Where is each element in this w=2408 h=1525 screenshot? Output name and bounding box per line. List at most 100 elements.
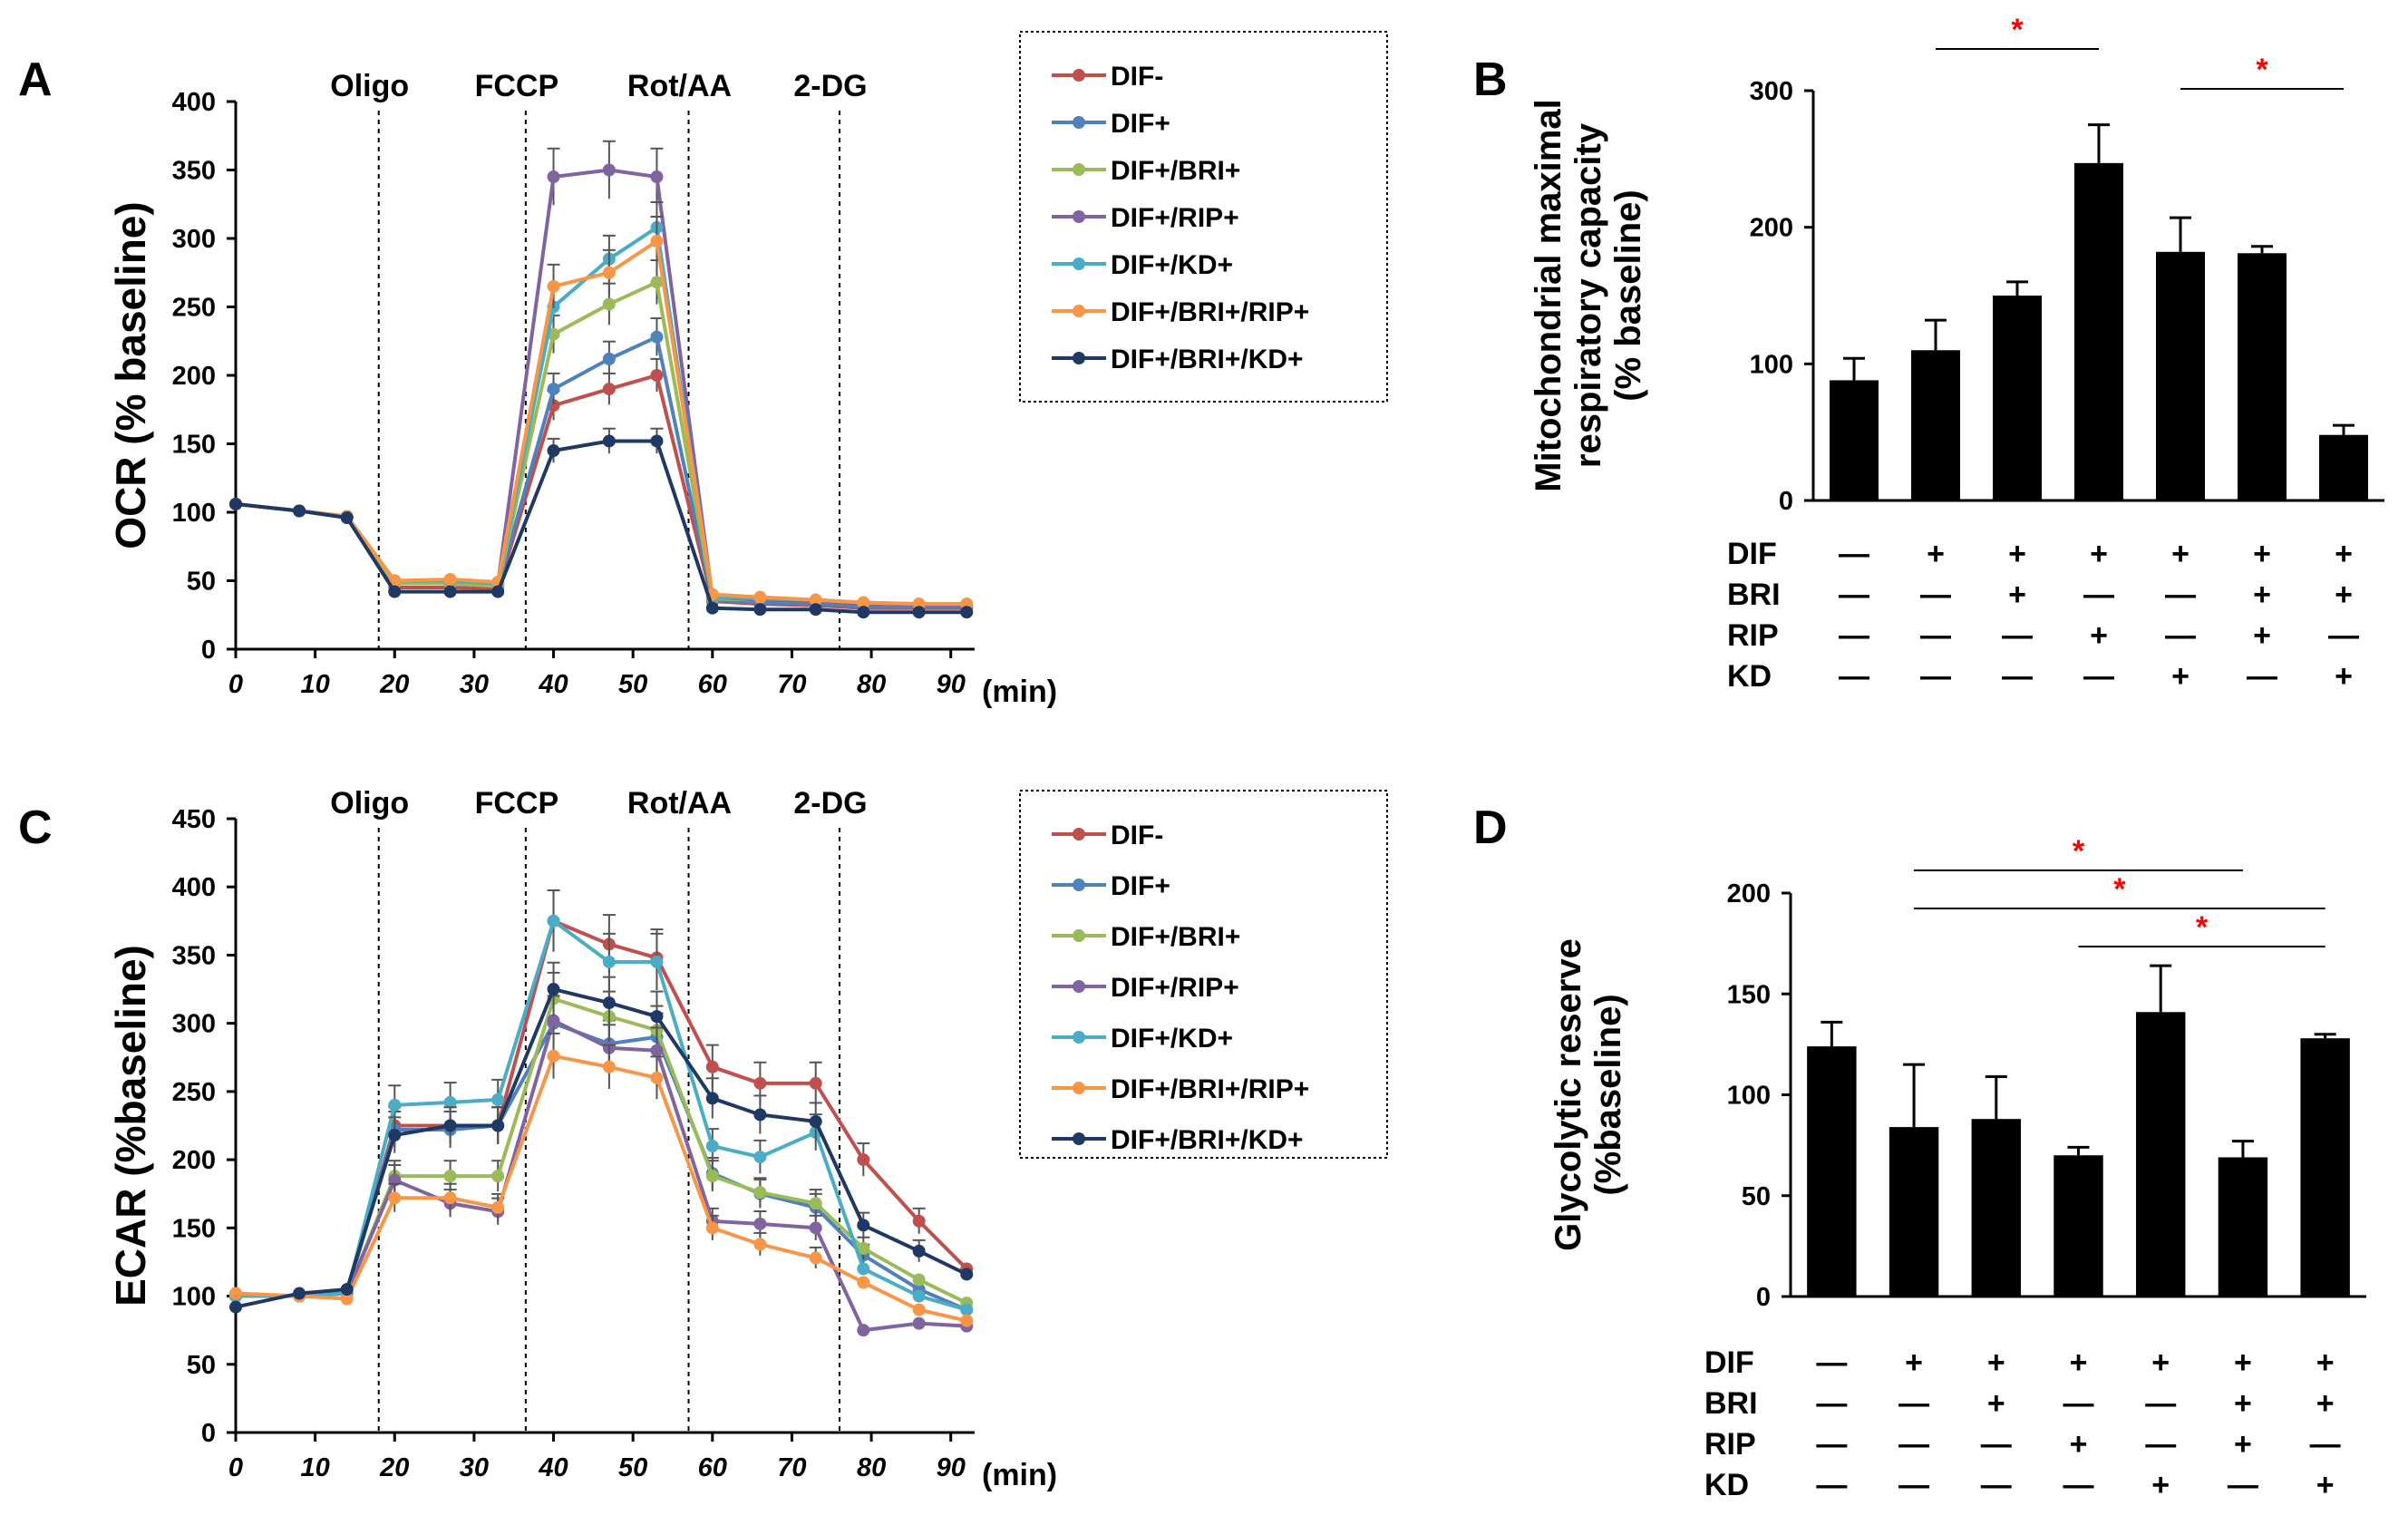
data-point xyxy=(705,1060,719,1073)
legend-marker xyxy=(1073,163,1085,176)
data-point xyxy=(650,1044,664,1057)
legend-label: DIF+/RIP+ xyxy=(1111,973,1239,1003)
data-point xyxy=(912,1244,926,1258)
panel-c-ecar-line-chart: C 0 50 100 150 200 250 300 350 400 450 0 10 20 30 40 50 6… xyxy=(18,786,1388,1492)
y-tick-label: 200 xyxy=(172,1146,216,1175)
condition-sign: + xyxy=(2070,1345,2088,1380)
panel-b-maximal-respiratory-capacity-bar-chart: B 0 100 200 300 Mitochondrial maximal respirat… xyxy=(1473,13,2384,694)
condition-sign: — xyxy=(2145,1386,2176,1421)
legend-marker xyxy=(1073,69,1085,82)
y-tick-label: 250 xyxy=(172,294,216,323)
condition-sign: — xyxy=(1816,1386,1847,1421)
data-point xyxy=(443,1191,457,1205)
series-line xyxy=(235,224,967,607)
condition-sign: + xyxy=(2234,1386,2252,1421)
data-point xyxy=(753,1186,767,1200)
data-point xyxy=(491,1200,505,1214)
data-point xyxy=(809,1221,822,1235)
injection-label: Rot/AA xyxy=(627,69,732,103)
data-point xyxy=(857,1276,870,1289)
series-2 xyxy=(229,259,974,612)
series-line xyxy=(235,373,967,610)
data-point xyxy=(602,352,616,365)
condition-sign: + xyxy=(2253,618,2271,653)
data-point xyxy=(547,983,560,996)
condition-row-label: BRI xyxy=(1727,578,1781,612)
injection-label: Rot/AA xyxy=(627,786,732,821)
data-point xyxy=(857,606,870,619)
data-point xyxy=(809,1251,822,1265)
legend-marker xyxy=(1073,257,1085,270)
data-point xyxy=(912,1303,926,1316)
data-point xyxy=(960,1268,974,1281)
x-tick-label: 20 xyxy=(379,670,409,699)
data-point xyxy=(388,1191,402,1205)
x-tick-label: 50 xyxy=(618,1453,647,1482)
legend-marker xyxy=(1073,1082,1085,1094)
y-tick-label: 50 xyxy=(187,568,216,597)
condition-row-label: DIF xyxy=(1704,1345,1754,1380)
legend-label: DIF+ xyxy=(1111,871,1170,901)
data-point xyxy=(960,1314,974,1327)
condition-sign: + xyxy=(2335,537,2353,571)
data-point xyxy=(912,1214,926,1228)
data-point xyxy=(650,330,664,344)
data-point xyxy=(809,593,822,607)
condition-sign: — xyxy=(1920,618,1951,653)
y-tick-label: 100 xyxy=(172,499,216,528)
condition-sign: + xyxy=(2234,1427,2252,1462)
data-point xyxy=(705,1221,719,1235)
series-line xyxy=(235,334,967,609)
data-point xyxy=(705,601,719,615)
data-point xyxy=(809,1076,822,1090)
data-point xyxy=(340,511,354,525)
condition-sign: — xyxy=(2083,578,2114,612)
injection-label: FCCP xyxy=(475,786,559,821)
data-point xyxy=(388,1098,402,1112)
legend-marker xyxy=(1073,305,1085,317)
data-point xyxy=(547,444,560,458)
legend-label: DIF- xyxy=(1111,62,1163,92)
condition-sign: — xyxy=(1816,1345,1847,1380)
data-point xyxy=(912,606,926,619)
condition-sign: + xyxy=(2151,1468,2170,1502)
y-axis-label: Mitochondrial maximal xyxy=(1529,99,1568,491)
y-tick-label: 50 xyxy=(187,1351,216,1380)
y-axis-label: (% baseline) xyxy=(1608,189,1648,401)
legend-box xyxy=(1019,31,1388,403)
bar xyxy=(1889,1127,1939,1297)
legend-box xyxy=(1019,790,1388,1159)
data-point xyxy=(229,1287,242,1300)
condition-row-label: KD xyxy=(1727,659,1772,694)
data-point xyxy=(857,1241,870,1255)
data-point xyxy=(753,590,767,604)
significance-star: * xyxy=(2011,13,2024,47)
data-point xyxy=(753,1151,767,1164)
y-axis-label: OCR (% baseline) xyxy=(107,201,154,549)
condition-sign: + xyxy=(2008,578,2026,612)
condition-row-label: KD xyxy=(1704,1468,1749,1502)
condition-sign: + xyxy=(2335,659,2353,694)
data-point xyxy=(857,1153,870,1167)
legend-label: DIF- xyxy=(1111,821,1163,850)
data-point xyxy=(602,163,616,177)
data-point xyxy=(857,1219,870,1232)
legend-label: DIF+/RIP+ xyxy=(1111,203,1239,233)
y-tick-label: 0 xyxy=(201,1419,216,1448)
condition-sign: — xyxy=(2063,1468,2094,1502)
condition-row-label: RIP xyxy=(1704,1427,1756,1462)
series-5 xyxy=(229,1032,974,1327)
data-point xyxy=(753,1217,767,1230)
data-point xyxy=(491,1093,505,1106)
data-point xyxy=(491,1170,505,1183)
series-line xyxy=(235,238,967,607)
y-axis-label: Glycolytic reserve xyxy=(1549,938,1588,1251)
data-point xyxy=(809,1114,822,1128)
condition-sign: — xyxy=(1898,1468,1929,1502)
data-point xyxy=(547,383,560,396)
data-point xyxy=(650,170,664,184)
series-5 xyxy=(229,216,974,611)
series-line xyxy=(235,1054,967,1323)
x-tick-label: 30 xyxy=(460,1453,489,1482)
